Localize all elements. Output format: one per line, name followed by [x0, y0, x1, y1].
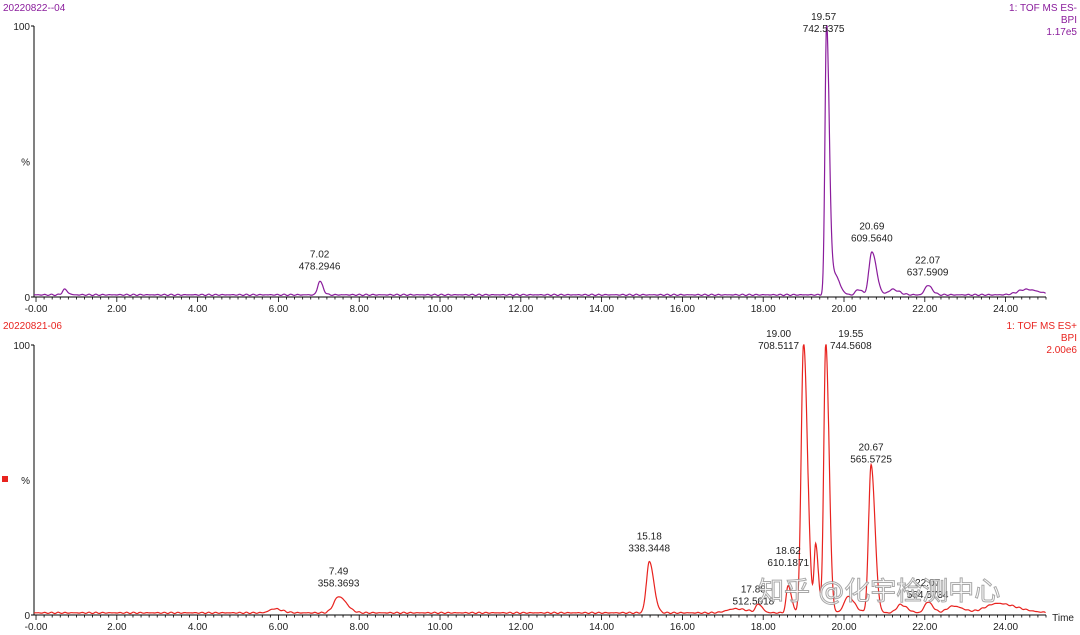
peak-mass-label: 358.3693 — [318, 579, 360, 590]
x-tick-label: 2.00 — [107, 304, 127, 315]
peak-rt-label: 20.67 — [859, 442, 884, 453]
x-tick-label: 4.00 — [188, 304, 208, 315]
peak-mass-label: 512.5018 — [732, 597, 774, 608]
x-tick-label: 20.00 — [831, 304, 856, 315]
x-tick-label: 8.00 — [349, 622, 369, 633]
x-tick-label: 24.00 — [993, 304, 1018, 315]
chromatogram-trace — [33, 344, 1046, 615]
x-tick-label: 10.00 — [427, 304, 452, 315]
peak-rt-label: 7.49 — [329, 567, 349, 578]
x-tick-label: 6.00 — [269, 622, 289, 633]
x-tick-label: 16.00 — [670, 304, 695, 315]
peak-rt-label: 15.18 — [637, 532, 662, 543]
peak-mass-label: 478.2946 — [299, 261, 341, 272]
x-tick-label: 22.00 — [912, 304, 937, 315]
x-tick-label: 12.00 — [508, 622, 533, 633]
x-tick-label: 22.00 — [912, 622, 937, 633]
x-tick-label: 12.00 — [508, 304, 533, 315]
x-tick-label: 2.00 — [107, 622, 127, 633]
peak-mass-label: 637.5909 — [907, 267, 949, 278]
x-tick-label: 16.00 — [670, 622, 695, 633]
peak-mass-label: 742.5375 — [803, 24, 845, 35]
panel1-chromatogram: 0% 100 -0.00 2.00 4.00 6.00 8.00 10.00 12.00 14.0… — [13, 12, 1047, 315]
panel1-intensity: 1.17e5 — [1046, 27, 1077, 38]
x-tick-label: 18.00 — [751, 622, 776, 633]
panel1-trace: BPI — [1061, 15, 1077, 26]
peak-mass-label: 565.5725 — [850, 454, 892, 465]
peak-mass-label: 708.5117 — [758, 341, 799, 352]
x-tick-label: -0.00 — [25, 622, 48, 633]
peak-mass-label: 744.5608 — [830, 341, 872, 352]
peak-rt-label: 19.55 — [838, 329, 863, 340]
x-tick-label: 24.00 — [993, 622, 1018, 633]
panel1-sample-id: 20220822--04 — [3, 3, 66, 14]
peak-rt-label: 22.07 — [915, 578, 940, 589]
peak-rt-label: 7.02 — [310, 249, 330, 260]
panel1-detector: 1: TOF MS ES- — [1009, 3, 1077, 14]
y-tick-label: 100 — [13, 22, 30, 33]
x-tick-label: 4.00 — [188, 622, 208, 633]
peak-rt-label: 19.57 — [811, 12, 836, 23]
panel2-detector: 1: TOF MS ES+ — [1007, 321, 1078, 332]
peak-mass-label: 609.5640 — [851, 233, 893, 244]
y-tick-label: 100 — [13, 341, 30, 352]
panel2-intensity: 2.00e6 — [1046, 345, 1077, 356]
peak-rt-label: 22.07 — [915, 255, 940, 266]
peak-rt-label: 20.69 — [859, 221, 884, 232]
panel2-x-axis-label: Time — [1052, 613, 1074, 624]
panel2-chromatogram: 0% 100 -0.00 2.00 4.00 6.00 8.00 10.00 12.00 14.0… — [13, 329, 1047, 633]
watermark-text: 知乎 @化宇检测中心 — [758, 577, 1000, 607]
panel2-trace: BPI — [1061, 333, 1077, 344]
panel2-selection-marker — [2, 476, 8, 482]
peak-mass-label: 610.1871 — [767, 558, 809, 569]
x-tick-label: 6.00 — [269, 304, 289, 315]
y-tick-label: % — [21, 158, 30, 169]
x-tick-label: 10.00 — [427, 622, 452, 633]
x-tick-label: 14.00 — [589, 622, 614, 633]
peak-rt-label: 18.62 — [776, 546, 801, 557]
x-tick-label: 14.00 — [589, 304, 614, 315]
chromatogram-trace — [34, 25, 1046, 297]
x-tick-label: 18.00 — [751, 304, 776, 315]
peak-rt-label: 19.00 — [766, 329, 791, 340]
y-tick-label: 0 — [24, 293, 30, 304]
x-tick-label: 20.00 — [831, 622, 856, 633]
peak-mass-label: 564.5734 — [907, 590, 949, 601]
x-tick-label: 8.00 — [349, 304, 369, 315]
panel2-sample-id: 20220821-06 — [3, 321, 62, 332]
y-tick-label: % — [21, 476, 30, 487]
peak-mass-label: 338.3448 — [628, 544, 670, 555]
peak-rt-label: 17.88 — [741, 585, 766, 596]
x-tick-label: -0.00 — [25, 304, 48, 315]
y-tick-label: 0 — [24, 611, 30, 622]
